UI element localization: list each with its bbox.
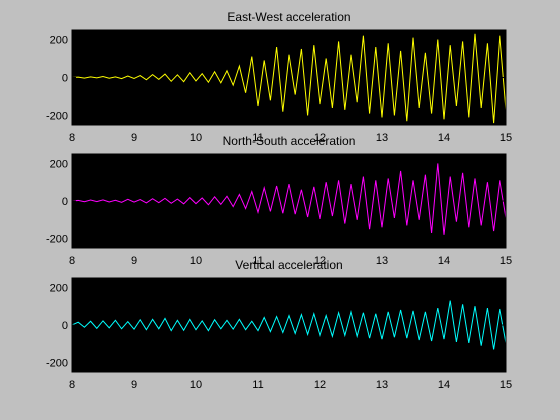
y-tick-label: -200: [46, 111, 68, 123]
x-tick-label: 14: [438, 132, 450, 144]
x-tick-label: 12: [314, 379, 326, 391]
subplot-north-south: 8 9 10 11 12 13 14 15 -200 0 200 North-South accel…: [46, 134, 512, 267]
subplot-vertical: 8 9 10 11 12 13 14 15 -200 0 200 Vertical accelera…: [46, 258, 512, 391]
x-tick-label: 11: [252, 132, 263, 144]
subplot-east-west: 8 9 10 11 12 13 14 15 -200 0 200 East-West acceler…: [46, 10, 512, 144]
y-tick-label: 0: [62, 73, 68, 85]
x-tick-label: 10: [190, 255, 202, 267]
series-line: [71, 163, 507, 235]
ticks-layer: 8 9 10 11 12 13 14 15 -200 0 200: [46, 30, 512, 144]
x-tick-label: 14: [438, 255, 450, 267]
y-tick-label: 0: [62, 320, 68, 332]
y-tick-label: 200: [50, 158, 68, 170]
axes-background: [72, 154, 506, 248]
x-tick-label: 15: [500, 132, 512, 144]
x-tick-label: 9: [131, 379, 137, 391]
x-tick-label: 10: [190, 132, 202, 144]
x-tick-label: 8: [69, 379, 75, 391]
x-tick-label: 13: [376, 255, 388, 267]
y-tick-label: 200: [50, 35, 68, 47]
series-line: [71, 300, 507, 350]
axes-background: [72, 30, 506, 125]
y-tick-label: -200: [46, 358, 68, 370]
x-tick-label: 11: [252, 379, 263, 391]
series-layer: [71, 163, 507, 235]
series-layer: [71, 33, 507, 124]
subplot-title: North-South acceleration: [223, 134, 356, 148]
x-tick-label: 10: [190, 379, 202, 391]
x-tick-label: 9: [131, 132, 137, 144]
x-tick-label: 8: [69, 132, 75, 144]
ticks-layer: 8 9 10 11 12 13 14 15 -200 0 200: [46, 154, 512, 267]
series-line: [71, 33, 507, 124]
series-layer: [71, 300, 507, 350]
x-tick-label: 12: [314, 132, 326, 144]
x-tick-label: 15: [500, 379, 512, 391]
y-tick-label: 0: [62, 196, 68, 208]
x-tick-label: 11: [252, 255, 263, 267]
x-tick-label: 14: [438, 379, 450, 391]
y-tick-label: -200: [46, 234, 68, 246]
x-tick-label: 15: [500, 255, 512, 267]
x-tick-label: 12: [314, 255, 326, 267]
x-tick-label: 9: [131, 255, 137, 267]
axes-background: [72, 278, 506, 372]
x-tick-label: 13: [376, 132, 388, 144]
y-tick-label: 200: [50, 282, 68, 294]
subplot-title: East-West acceleration: [227, 10, 350, 24]
subplot-title: Vertical acceleration: [235, 258, 342, 272]
ticks-layer: 8 9 10 11 12 13 14 15 -200 0 200: [46, 278, 512, 391]
x-tick-label: 8: [69, 255, 75, 267]
x-tick-label: 13: [376, 379, 388, 391]
